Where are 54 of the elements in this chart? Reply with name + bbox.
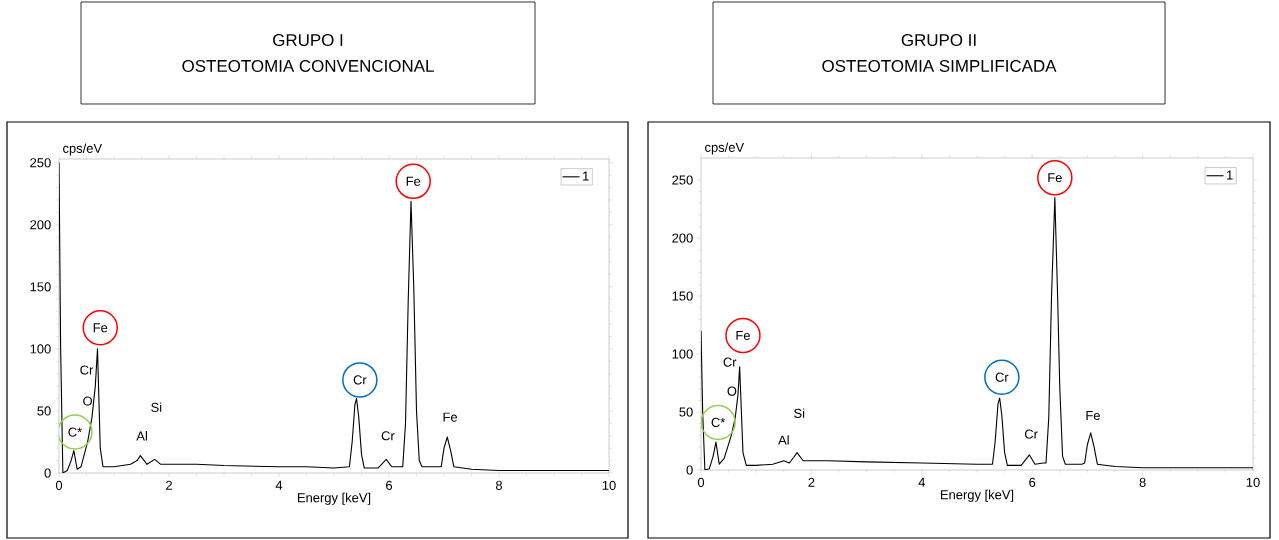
legend-label: 1: [1227, 170, 1233, 180]
annotation: Cr: [80, 365, 94, 375]
x-tick-label: 4: [918, 477, 926, 487]
annotation: Cr: [353, 375, 367, 385]
legend-label: 1: [583, 171, 589, 181]
y-tick-label: 100: [672, 349, 693, 359]
annotation: O: [727, 386, 737, 396]
annotation: Fe: [406, 176, 421, 186]
annotation: Fe: [93, 323, 108, 333]
annotation: Cr: [723, 357, 737, 367]
annotation: Cr: [995, 372, 1009, 382]
x-tick-label: 8: [495, 480, 503, 490]
x-tick-label: 8: [1139, 477, 1146, 487]
x-tick-label: 10: [1246, 477, 1260, 487]
x-tick-label: 0: [697, 477, 705, 487]
y-tick-label: 250: [30, 158, 51, 168]
chart-subtitle: OSTEOTOMIA SIMPLIFICADA: [822, 59, 1057, 72]
y-tick-label: 0: [44, 468, 51, 478]
x-tick-label: 6: [1029, 477, 1036, 487]
annotation: Fe: [1048, 173, 1062, 183]
y-tick-label: 0: [686, 465, 693, 475]
y-tick-label: 50: [37, 406, 51, 416]
chart-subtitle: OSTEOTOMIA CONVENCIONAL: [182, 59, 434, 72]
annotation: Cr: [381, 431, 395, 441]
x-tick-label: 2: [808, 477, 815, 487]
y-tick-label: 150: [672, 291, 693, 301]
y-tick-label: 150: [30, 282, 51, 292]
y-axis-title: cps/eV: [705, 142, 745, 155]
chart-title: GRUPO I: [273, 34, 343, 47]
x-tick-label: 2: [166, 480, 172, 490]
y-tick-label: 200: [30, 220, 51, 230]
annotation: Fe: [443, 412, 458, 422]
annotation: Fe: [736, 330, 750, 340]
annotation: Fe: [1086, 410, 1100, 420]
x-tick-label: 6: [386, 480, 393, 490]
x-tick-label: 10: [602, 480, 616, 490]
y-tick-label: 100: [30, 344, 51, 354]
annotation: Al: [136, 431, 147, 441]
annotation: Si: [794, 408, 805, 418]
annotation: Cr: [1024, 429, 1038, 439]
x-tick-label: 0: [55, 480, 63, 490]
annotation: Si: [151, 402, 162, 412]
y-tick-label: 250: [672, 175, 693, 185]
y-tick-label: 200: [672, 233, 693, 243]
chart-title: GRUPO II: [901, 34, 976, 47]
annotation: C*: [711, 417, 726, 428]
annotation: C*: [68, 427, 82, 437]
annotation: O: [83, 396, 93, 406]
y-axis-title: cps/eV: [63, 143, 103, 156]
y-tick-label: 50: [679, 407, 693, 417]
annotation: Al: [778, 435, 789, 445]
x-axis-title: Energy [keV]: [297, 492, 371, 505]
x-axis-title: Energy [keV]: [941, 489, 1014, 502]
x-tick-label: 4: [275, 480, 283, 490]
